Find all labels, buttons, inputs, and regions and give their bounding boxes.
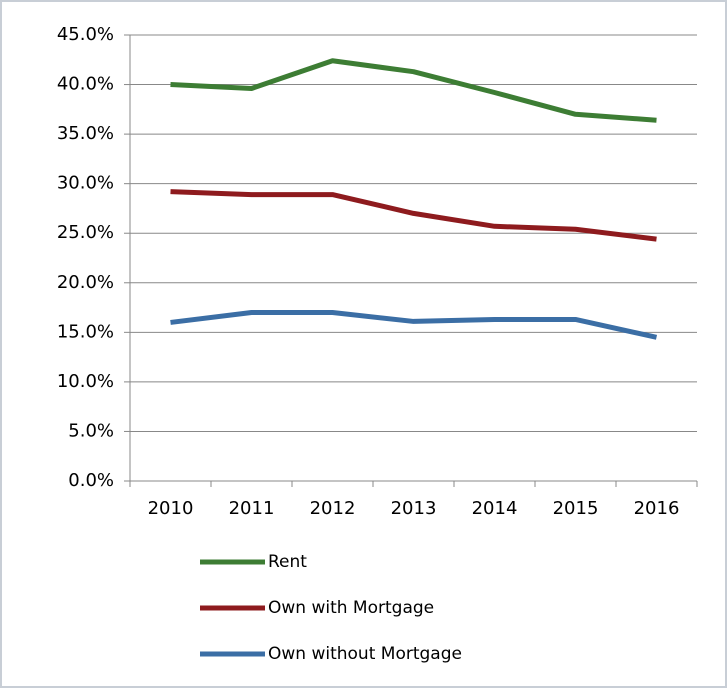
y-tick-label: 35.0% <box>57 123 114 144</box>
y-tick-label: 15.0% <box>57 321 114 342</box>
y-tick-label: 0.0% <box>68 470 114 491</box>
x-tick-label: 2011 <box>229 498 275 519</box>
x-tick-label: 2014 <box>472 498 518 519</box>
series-line <box>170 189 657 242</box>
x-tick-label: 2015 <box>553 498 599 519</box>
y-tick-label: 20.0% <box>57 272 114 293</box>
x-tick-label: 2012 <box>310 498 356 519</box>
y-tick-label: 45.0% <box>57 24 114 45</box>
legend-label: Own without Mortgage <box>268 644 462 664</box>
x-tick-label: 2010 <box>148 498 194 519</box>
x-tick-label: 2013 <box>391 498 437 519</box>
series-line <box>170 58 657 123</box>
y-tick-label: 25.0% <box>57 222 114 243</box>
y-tick-label: 10.0% <box>57 371 114 392</box>
legend-label: Own with Mortgage <box>268 598 434 618</box>
y-tick-label: 5.0% <box>68 420 114 441</box>
x-tick-label: 2016 <box>634 498 680 519</box>
y-tick-label: 30.0% <box>57 173 114 194</box>
y-tick-label: 40.0% <box>57 74 114 95</box>
series-line <box>170 310 658 340</box>
legend-label: Rent <box>268 552 307 572</box>
